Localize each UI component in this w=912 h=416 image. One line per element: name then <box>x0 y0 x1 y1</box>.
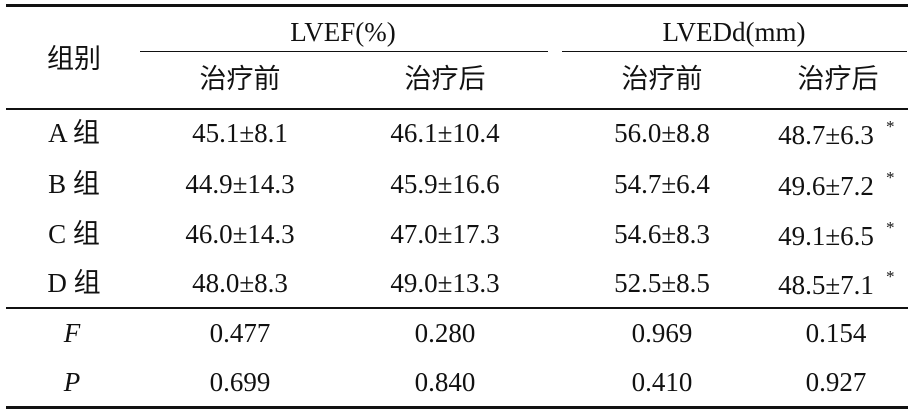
group-header: 组别 <box>47 44 101 74</box>
lvef-header: LVEF(%) <box>290 17 396 47</box>
stat-value: 0.154 <box>805 318 867 348</box>
group-cell: D 组 <box>47 268 101 298</box>
lvef-underline <box>140 51 548 52</box>
stat-label: F <box>63 318 81 348</box>
stat-label: P <box>63 367 81 397</box>
lvedd-after-cell: 48.5±7.1 <box>778 270 874 300</box>
stat-value: 0.969 <box>631 318 693 348</box>
sub-header-lvef-after: 治疗后 <box>404 64 486 94</box>
bottom-rule <box>6 406 908 409</box>
stat-value: 0.477 <box>209 318 271 348</box>
group-cell: B 组 <box>48 169 100 199</box>
lvef-after-cell: 49.0±13.3 <box>390 268 500 298</box>
stat-value: 0.840 <box>414 367 476 397</box>
lvef-after-cell: 47.0±17.3 <box>390 219 500 249</box>
top-rule <box>6 4 908 7</box>
stats-rule <box>6 307 908 309</box>
significance-mark: * <box>886 267 895 286</box>
lvedd-underline <box>562 51 907 52</box>
group-cell: A 组 <box>48 118 100 148</box>
lvedd-before-cell: 52.5±8.5 <box>614 268 710 298</box>
significance-mark: * <box>886 117 895 136</box>
significance-mark: * <box>886 168 895 187</box>
stat-value: 0.280 <box>414 318 476 348</box>
stat-value: 0.699 <box>209 367 271 397</box>
lvedd-header: LVEDd(mm) <box>662 17 806 47</box>
sub-header-lvedd-before: 治疗前 <box>621 64 703 94</box>
lvef-before-cell: 45.1±8.1 <box>192 118 288 148</box>
lvedd-before-cell: 54.6±8.3 <box>614 219 710 249</box>
lvedd-after-cell: 49.1±6.5 <box>778 221 874 251</box>
sub-header-lvef-before: 治疗前 <box>199 64 281 94</box>
lvedd-before-cell: 56.0±8.8 <box>614 118 710 148</box>
lvef-after-cell: 45.9±16.6 <box>390 169 500 199</box>
lvef-before-cell: 46.0±14.3 <box>185 219 295 249</box>
stat-value: 0.410 <box>631 367 693 397</box>
lvedd-after-cell: 48.7±6.3 <box>778 120 874 150</box>
sub-header-lvedd-after: 治疗后 <box>797 64 879 94</box>
lvef-before-cell: 48.0±8.3 <box>192 268 288 298</box>
lvedd-before-cell: 54.7±6.4 <box>614 169 710 199</box>
significance-mark: * <box>886 218 895 237</box>
header-rule <box>6 108 908 110</box>
lvedd-after-cell: 49.6±7.2 <box>778 171 874 201</box>
group-cell: C 组 <box>48 219 100 249</box>
lvef-before-cell: 44.9±14.3 <box>185 169 295 199</box>
lvef-after-cell: 46.1±10.4 <box>390 118 500 148</box>
stat-value: 0.927 <box>805 367 867 397</box>
